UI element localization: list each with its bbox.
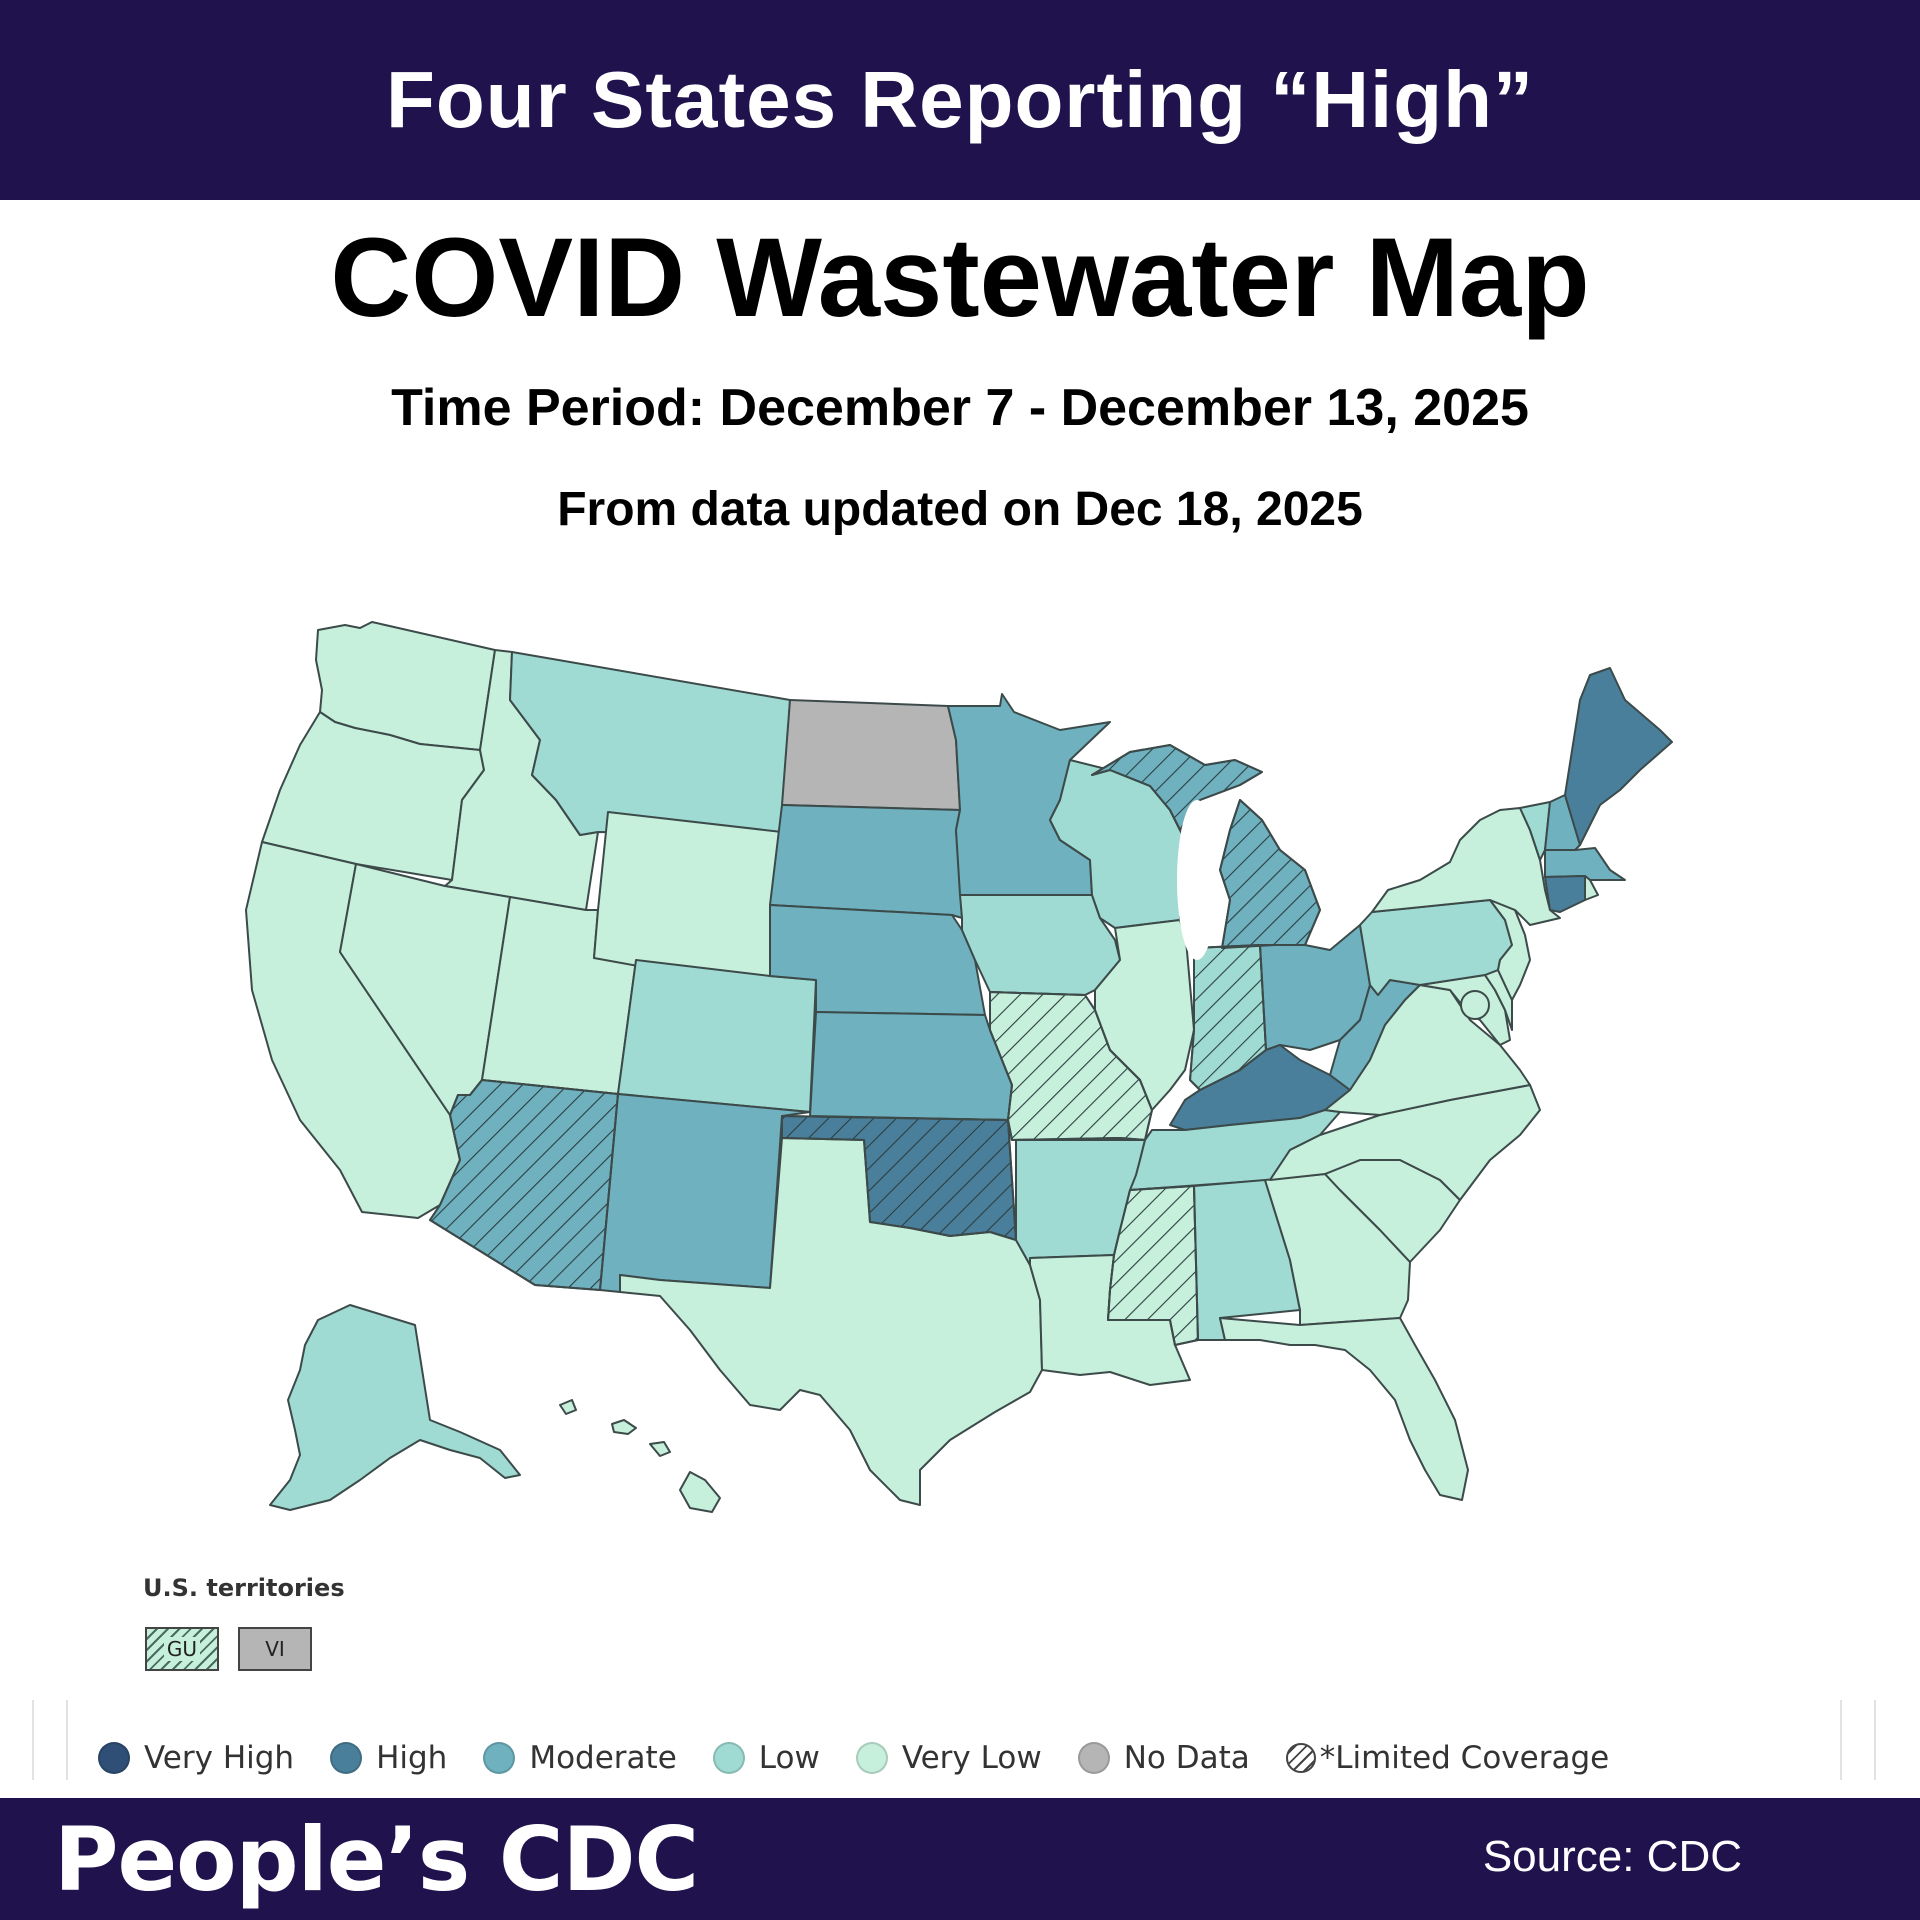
state-SD[interactable] <box>769 804 963 919</box>
legend-item-no-data: No Data <box>1077 1740 1250 1776</box>
legend-swatch <box>483 1742 516 1774</box>
state-VT[interactable] <box>1519 801 1551 861</box>
state-RI[interactable] <box>1584 875 1599 901</box>
legend-label: Very Low <box>901 1740 1042 1776</box>
state-FL[interactable] <box>1219 1317 1469 1501</box>
banner-title: Four States Reporting “High” <box>386 55 1534 144</box>
dc-marker[interactable] <box>1460 990 1490 1020</box>
state-CO[interactable] <box>617 959 817 1113</box>
legend-frame-left <box>32 1700 68 1780</box>
legend-item-low: Low <box>712 1740 820 1776</box>
source-note: Source: CDC <box>1482 1832 1742 1881</box>
state-CT[interactable] <box>1544 875 1586 913</box>
top-banner: Four States Reporting “High” <box>0 0 1920 200</box>
legend-swatch <box>855 1742 888 1774</box>
state-AK[interactable] <box>269 1304 521 1511</box>
legend-item-very-low: Very Low <box>855 1740 1042 1776</box>
bottom-banner <box>0 1798 1920 1920</box>
legend-swatch <box>98 1742 130 1774</box>
territory-gu[interactable]: GU <box>145 1627 219 1671</box>
legend-item-moderate: Moderate <box>483 1740 677 1776</box>
territory-vi[interactable]: VI <box>238 1627 312 1671</box>
legend-item-limited-coverage: *Limited Coverage <box>1285 1740 1610 1776</box>
page-title: COVID Wastewater Map <box>330 215 1590 340</box>
state-IA[interactable] <box>959 894 1121 996</box>
state-HI[interactable] <box>679 1471 721 1513</box>
state-HI-islands[interactable] <box>559 1399 671 1457</box>
legend-swatch <box>712 1742 745 1774</box>
legend-label: *Limited Coverage <box>1319 1740 1610 1776</box>
legend-label: Very High <box>144 1740 295 1776</box>
state-ME[interactable] <box>1564 667 1673 846</box>
lake-michigan <box>1177 800 1217 960</box>
legend-item-very-high: Very High <box>98 1740 294 1776</box>
legend-swatch <box>330 1742 363 1774</box>
legend-label: Low <box>758 1740 820 1776</box>
brand-logo: People’s CDC <box>54 1808 699 1911</box>
state-WY[interactable] <box>593 811 783 991</box>
territory-vi-label: VI <box>265 1637 285 1661</box>
territory-gu-label: GU <box>163 1637 201 1661</box>
state-NJ[interactable] <box>1489 899 1531 1001</box>
legend: Very High High Moderate Low Very Low No … <box>98 1736 1645 1780</box>
territories-label: U.S. territories <box>143 1574 345 1602</box>
hatch-icon <box>1285 1743 1316 1773</box>
data-updated-note: From data updated on Dec 18, 2025 <box>557 483 1363 536</box>
legend-label: Moderate <box>529 1740 677 1776</box>
state-MI-lower[interactable] <box>1219 799 1321 949</box>
state-VA[interactable] <box>1324 984 1531 1116</box>
legend-swatch <box>1077 1742 1110 1774</box>
time-period: Time Period: December 7 - December 13, 2… <box>391 379 1529 437</box>
legend-item-high: High <box>330 1740 447 1776</box>
legend-label: High <box>376 1740 448 1776</box>
state-ND[interactable] <box>781 699 961 811</box>
state-NH[interactable] <box>1544 794 1581 851</box>
state-KS[interactable] <box>809 1011 1013 1121</box>
us-map <box>0 600 1920 1560</box>
legend-frame-right <box>1840 1700 1876 1780</box>
legend-label: No Data <box>1123 1740 1250 1776</box>
state-AZ[interactable] <box>429 1079 619 1291</box>
